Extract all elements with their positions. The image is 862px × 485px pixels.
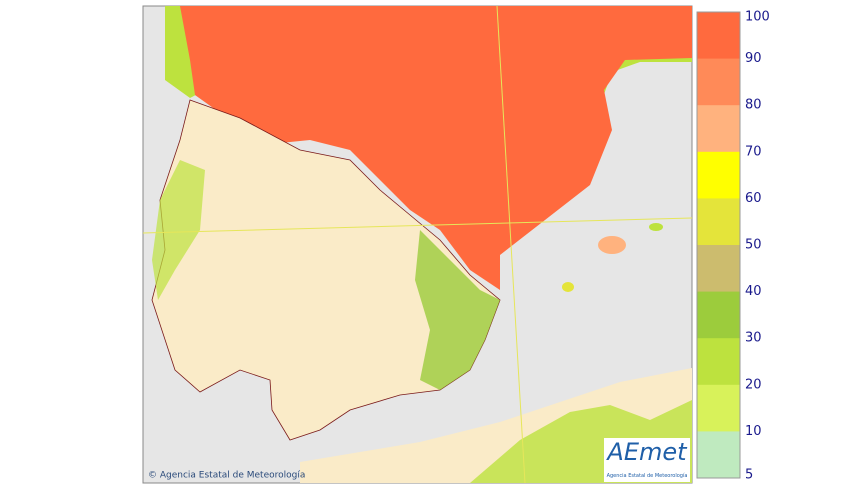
legend-label: 20 bbox=[745, 377, 762, 392]
parallel bbox=[142, 217, 693, 234]
legend-label: 80 bbox=[745, 98, 762, 113]
legend-band bbox=[697, 338, 740, 386]
iberia-land bbox=[151, 99, 501, 441]
ibiza bbox=[562, 282, 574, 292]
meridian bbox=[496, 5, 526, 484]
legend-label: 10 bbox=[745, 424, 762, 439]
rain-west-coast bbox=[152, 160, 205, 300]
legend-frame bbox=[696, 11, 741, 479]
logo: AEmet bbox=[605, 438, 688, 466]
logo-subtitle: Agencia Estatal de Meteorología bbox=[607, 472, 688, 479]
legend: 100 90 80 70 60 50 40 30 20 10 5 bbox=[696, 10, 770, 483]
legend-band bbox=[697, 291, 740, 339]
rain-high-north bbox=[180, 6, 692, 290]
legend-band bbox=[697, 198, 740, 246]
legend-band bbox=[697, 58, 740, 106]
legend-band bbox=[697, 105, 740, 153]
map: © Agencia Estatal de Meteorología AEmet … bbox=[142, 5, 693, 484]
legend-label: 30 bbox=[745, 331, 762, 346]
logo-box bbox=[604, 438, 690, 482]
copyright: © Agencia Estatal de Meteorología bbox=[148, 471, 305, 481]
legend-band bbox=[697, 12, 740, 60]
legend-label: 60 bbox=[745, 191, 762, 206]
legend-label: 70 bbox=[745, 144, 762, 159]
legend-label: 50 bbox=[745, 238, 762, 253]
legend-band bbox=[697, 384, 740, 432]
legend-band bbox=[697, 431, 740, 479]
legend-label: 40 bbox=[745, 284, 762, 299]
rain-east-coast bbox=[415, 230, 500, 390]
legend-band bbox=[697, 151, 740, 199]
mallorca bbox=[598, 236, 626, 254]
legend-band bbox=[697, 245, 740, 293]
menorca bbox=[649, 223, 663, 231]
legend-label: 5 bbox=[745, 468, 753, 483]
legend-label: 100 bbox=[745, 10, 770, 25]
legend-label: 90 bbox=[745, 51, 762, 66]
